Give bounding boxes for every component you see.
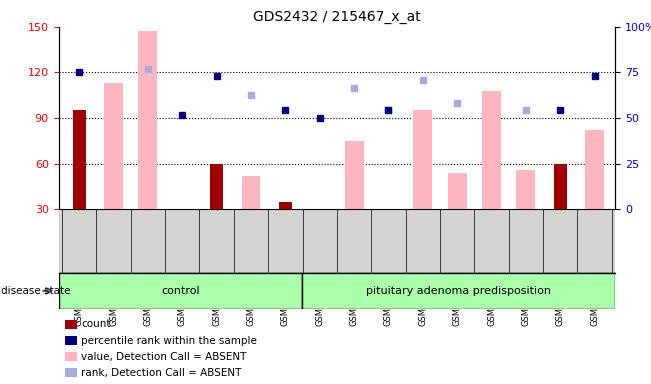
Bar [104, 83, 123, 209]
Bar [554, 164, 567, 209]
Bar [73, 111, 86, 209]
Text: pituitary adenoma predisposition: pituitary adenoma predisposition [366, 286, 551, 296]
Bar [585, 130, 604, 209]
Bar [448, 173, 467, 209]
Bar [413, 111, 432, 209]
Text: value, Detection Call = ABSENT: value, Detection Call = ABSENT [81, 352, 247, 362]
Text: percentile rank within the sample: percentile rank within the sample [81, 336, 257, 346]
Bar [302, 273, 615, 309]
Bar [516, 170, 535, 209]
Bar [139, 31, 158, 209]
Text: rank, Detection Call = ABSENT: rank, Detection Call = ABSENT [81, 368, 242, 378]
Bar [210, 164, 223, 209]
Bar [279, 202, 292, 209]
Text: count: count [81, 319, 111, 329]
Bar [59, 273, 302, 309]
Text: control: control [161, 286, 200, 296]
Text: disease state: disease state [1, 286, 70, 296]
Bar [242, 176, 260, 209]
Bar [344, 141, 363, 209]
Text: GDS2432 / 215467_x_at: GDS2432 / 215467_x_at [253, 10, 421, 23]
Bar [482, 91, 501, 209]
